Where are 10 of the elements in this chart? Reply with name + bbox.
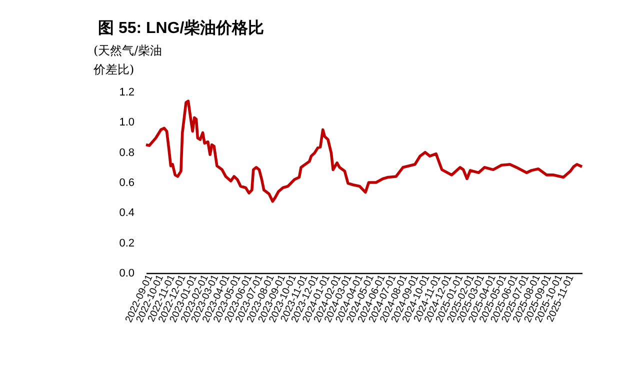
y-tick-label: 0.4	[119, 207, 134, 220]
y-tick-label: 0.0	[119, 268, 134, 280]
y-axis-title: (天然气/柴油价差比)	[92, 44, 162, 76]
y-tick-label: 0.6	[119, 177, 134, 189]
y-tick-label: 0.8	[119, 146, 134, 159]
line-series	[144, 100, 584, 203]
chart-title: 图 55: LNG/柴油价格比	[98, 19, 264, 37]
y-tick-label: 1.2	[119, 86, 134, 98]
y-tick-label: 1.0	[119, 116, 134, 129]
y-tick-label: 0.2	[119, 237, 134, 250]
